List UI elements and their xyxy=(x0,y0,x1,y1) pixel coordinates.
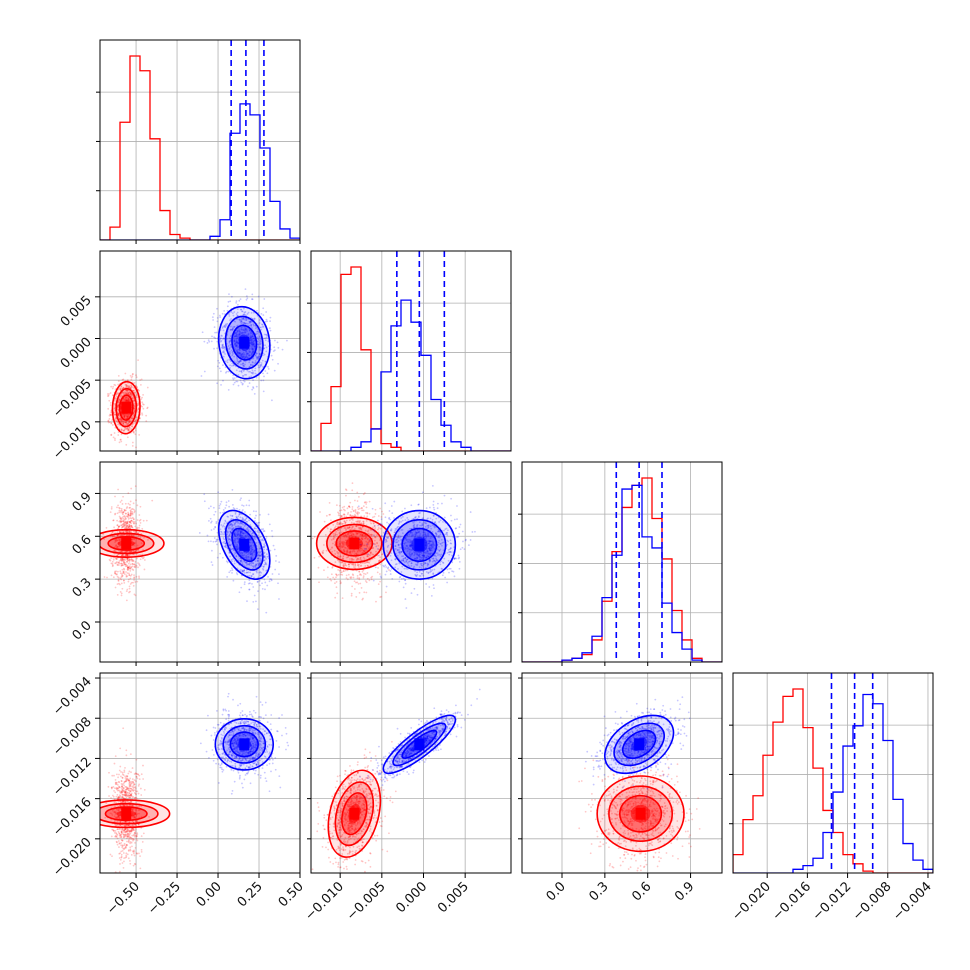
x-tick-label: −0.016 xyxy=(770,879,815,924)
x-tick-label: −0.50 xyxy=(104,879,143,918)
x-tick-label: 0.00 xyxy=(194,879,225,910)
panel-2-2 xyxy=(518,461,723,663)
x-tick-label: −0.25 xyxy=(145,879,184,918)
peak-blue xyxy=(414,738,425,751)
panel-border xyxy=(521,461,723,663)
peak-blue xyxy=(239,738,250,751)
y-tick-label: 0.3 xyxy=(70,575,95,600)
histogram-red xyxy=(311,266,511,451)
y-tick-label: −0.010 xyxy=(50,418,95,463)
panel-border xyxy=(310,250,512,452)
panel-border xyxy=(99,461,301,663)
x-tick-label: 0.25 xyxy=(235,879,266,910)
peak-blue xyxy=(414,538,425,551)
x-tick-label: −0.005 xyxy=(344,879,389,924)
panel-3-1 xyxy=(310,672,512,874)
x-tick-label: −0.010 xyxy=(302,879,347,924)
y-tick-label: −0.020 xyxy=(50,835,95,880)
x-tick-label: 0.3 xyxy=(586,879,611,904)
y-tick-label: 0.005 xyxy=(58,293,95,330)
panel-border xyxy=(521,672,723,874)
panel-3-3 xyxy=(729,672,934,874)
x-tick-label: 0.6 xyxy=(629,879,654,904)
histogram-red xyxy=(733,688,933,873)
peak-red xyxy=(121,807,132,820)
panel-2-0 xyxy=(99,461,301,663)
x-tick-label: 0.005 xyxy=(435,879,472,916)
x-tick-label: −0.004 xyxy=(890,879,935,924)
panel-border xyxy=(310,672,512,874)
x-tick-label: −0.020 xyxy=(729,879,774,924)
y-tick-label: 0.6 xyxy=(70,533,95,558)
histogram-blue xyxy=(522,484,722,662)
scatter-blue xyxy=(200,288,288,402)
x-tick-label: −0.012 xyxy=(810,879,855,924)
histogram-blue xyxy=(311,299,511,451)
panel-1-0 xyxy=(99,250,301,452)
peak-red xyxy=(121,401,132,414)
y-tick-label: −0.005 xyxy=(50,376,95,421)
y-tick-label: −0.004 xyxy=(50,674,95,719)
x-tick-label: 0.0 xyxy=(544,879,569,904)
peak-blue xyxy=(634,738,645,751)
panel-3-2 xyxy=(521,672,723,874)
panel-border xyxy=(732,672,934,874)
histogram-blue xyxy=(100,103,300,240)
x-tick-label: 0.9 xyxy=(672,879,697,904)
panel-2-1 xyxy=(310,461,512,663)
x-tick-label: 0.50 xyxy=(276,879,307,910)
peak-red xyxy=(121,537,132,550)
x-tick-label: 0.000 xyxy=(393,879,430,916)
histogram-blue xyxy=(733,693,933,873)
panel-0-0 xyxy=(96,39,301,241)
y-tick-label: −0.008 xyxy=(50,714,95,759)
peak-red xyxy=(349,807,360,820)
x-tick-label: −0.008 xyxy=(850,879,895,924)
peak-blue xyxy=(239,336,250,349)
panel-border xyxy=(99,672,301,874)
y-tick-label: 0.000 xyxy=(58,335,95,372)
histogram-red xyxy=(100,55,300,240)
y-tick-label: −0.012 xyxy=(50,755,95,800)
panel-border xyxy=(310,461,512,663)
panel-border xyxy=(99,250,301,452)
panel-3-0 xyxy=(99,672,301,874)
panel-1-1 xyxy=(307,250,512,452)
peak-blue xyxy=(239,538,250,551)
peak-red xyxy=(635,807,646,820)
y-tick-label: −0.016 xyxy=(50,795,95,840)
y-tick-label: 0.0 xyxy=(70,618,95,643)
panel-border xyxy=(99,39,301,241)
y-tick-label: 0.9 xyxy=(70,490,95,515)
peak-red xyxy=(349,537,360,550)
